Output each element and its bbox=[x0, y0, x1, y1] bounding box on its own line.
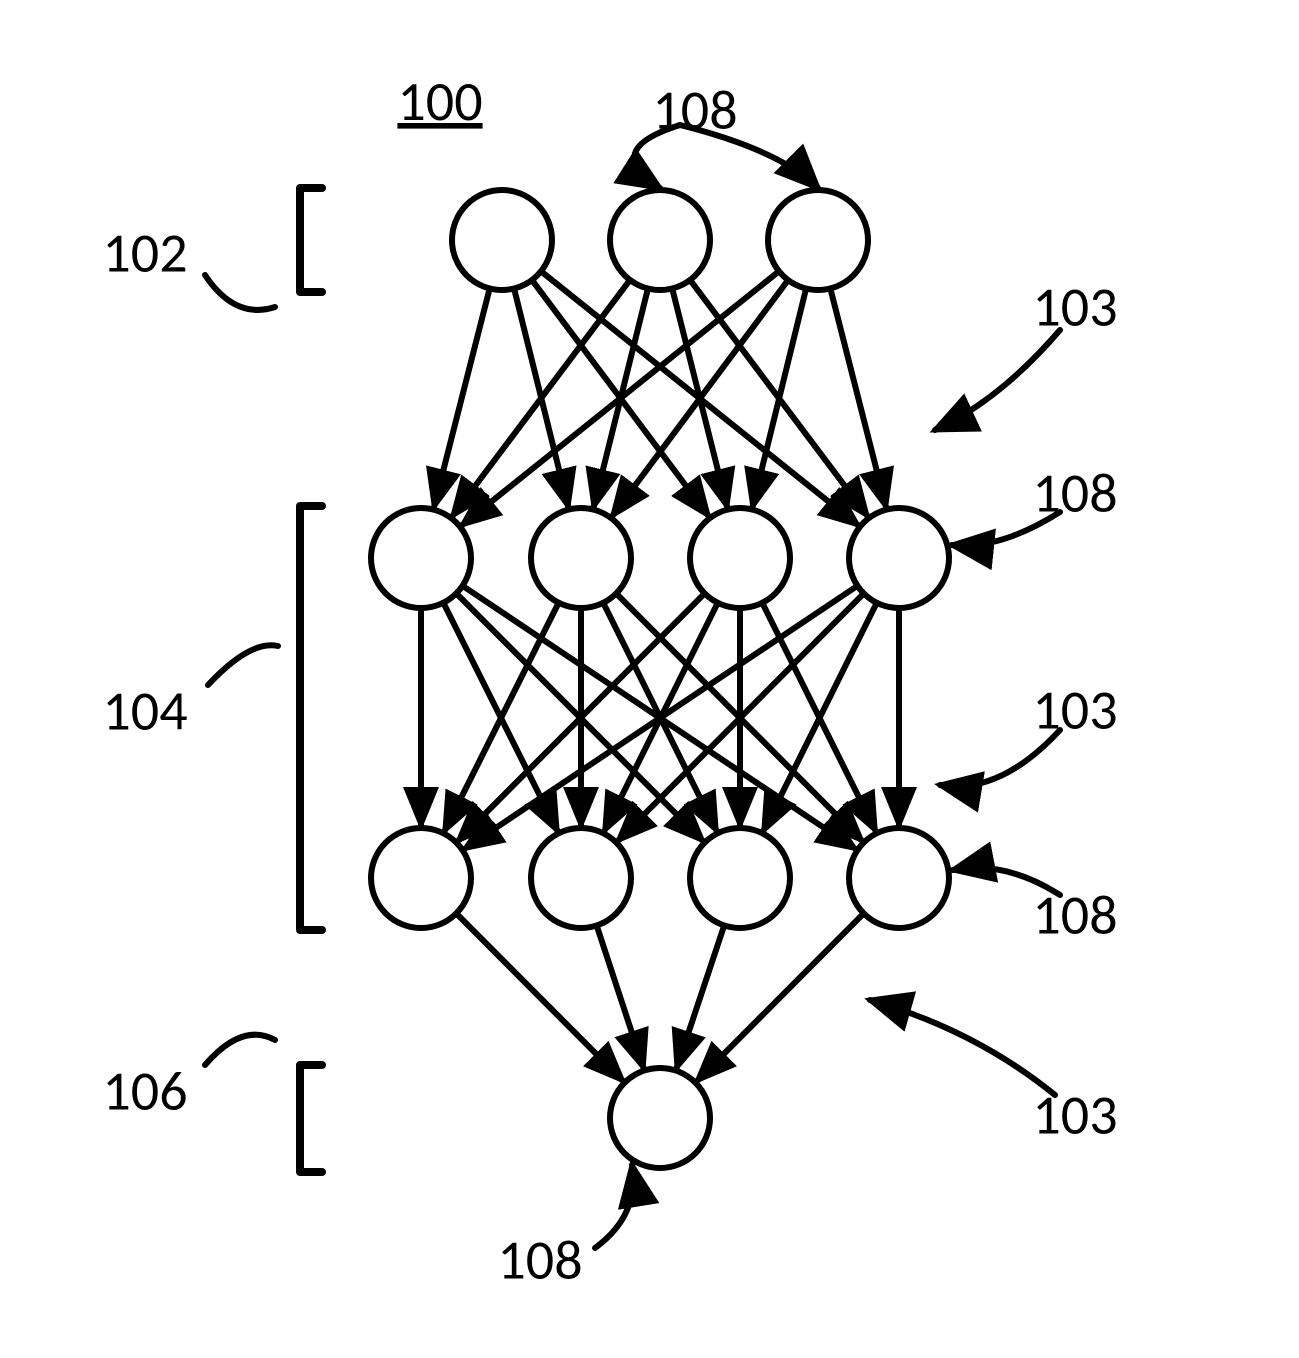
figure-number-label: 100 bbox=[397, 68, 482, 136]
nn-node bbox=[849, 508, 949, 608]
nn-node bbox=[610, 190, 710, 290]
callout-label: 108 bbox=[652, 76, 737, 144]
nn-node bbox=[849, 828, 949, 928]
nn-node bbox=[610, 1068, 710, 1168]
nn-node bbox=[690, 508, 790, 608]
callout-label: 103 bbox=[1032, 1081, 1117, 1149]
nn-node bbox=[531, 828, 631, 928]
callout-label: 108 bbox=[497, 1226, 582, 1294]
nn-node bbox=[452, 190, 552, 290]
nn-node bbox=[768, 190, 868, 290]
callout-label: 106 bbox=[102, 1057, 187, 1125]
callout-label: 108 bbox=[1032, 459, 1117, 527]
callout-label: 104 bbox=[102, 677, 187, 745]
nn-node bbox=[531, 508, 631, 608]
callout-label: 103 bbox=[1032, 676, 1117, 744]
nn-node bbox=[371, 508, 471, 608]
nn-node bbox=[690, 828, 790, 928]
callout-label: 103 bbox=[1032, 273, 1117, 341]
neural-network-diagram: 100 102 104 106 108 108 108 108 103 103 103 bbox=[0, 0, 1299, 1358]
nn-node bbox=[371, 828, 471, 928]
callout-label: 108 bbox=[1032, 881, 1117, 949]
callout-label: 102 bbox=[102, 219, 187, 287]
